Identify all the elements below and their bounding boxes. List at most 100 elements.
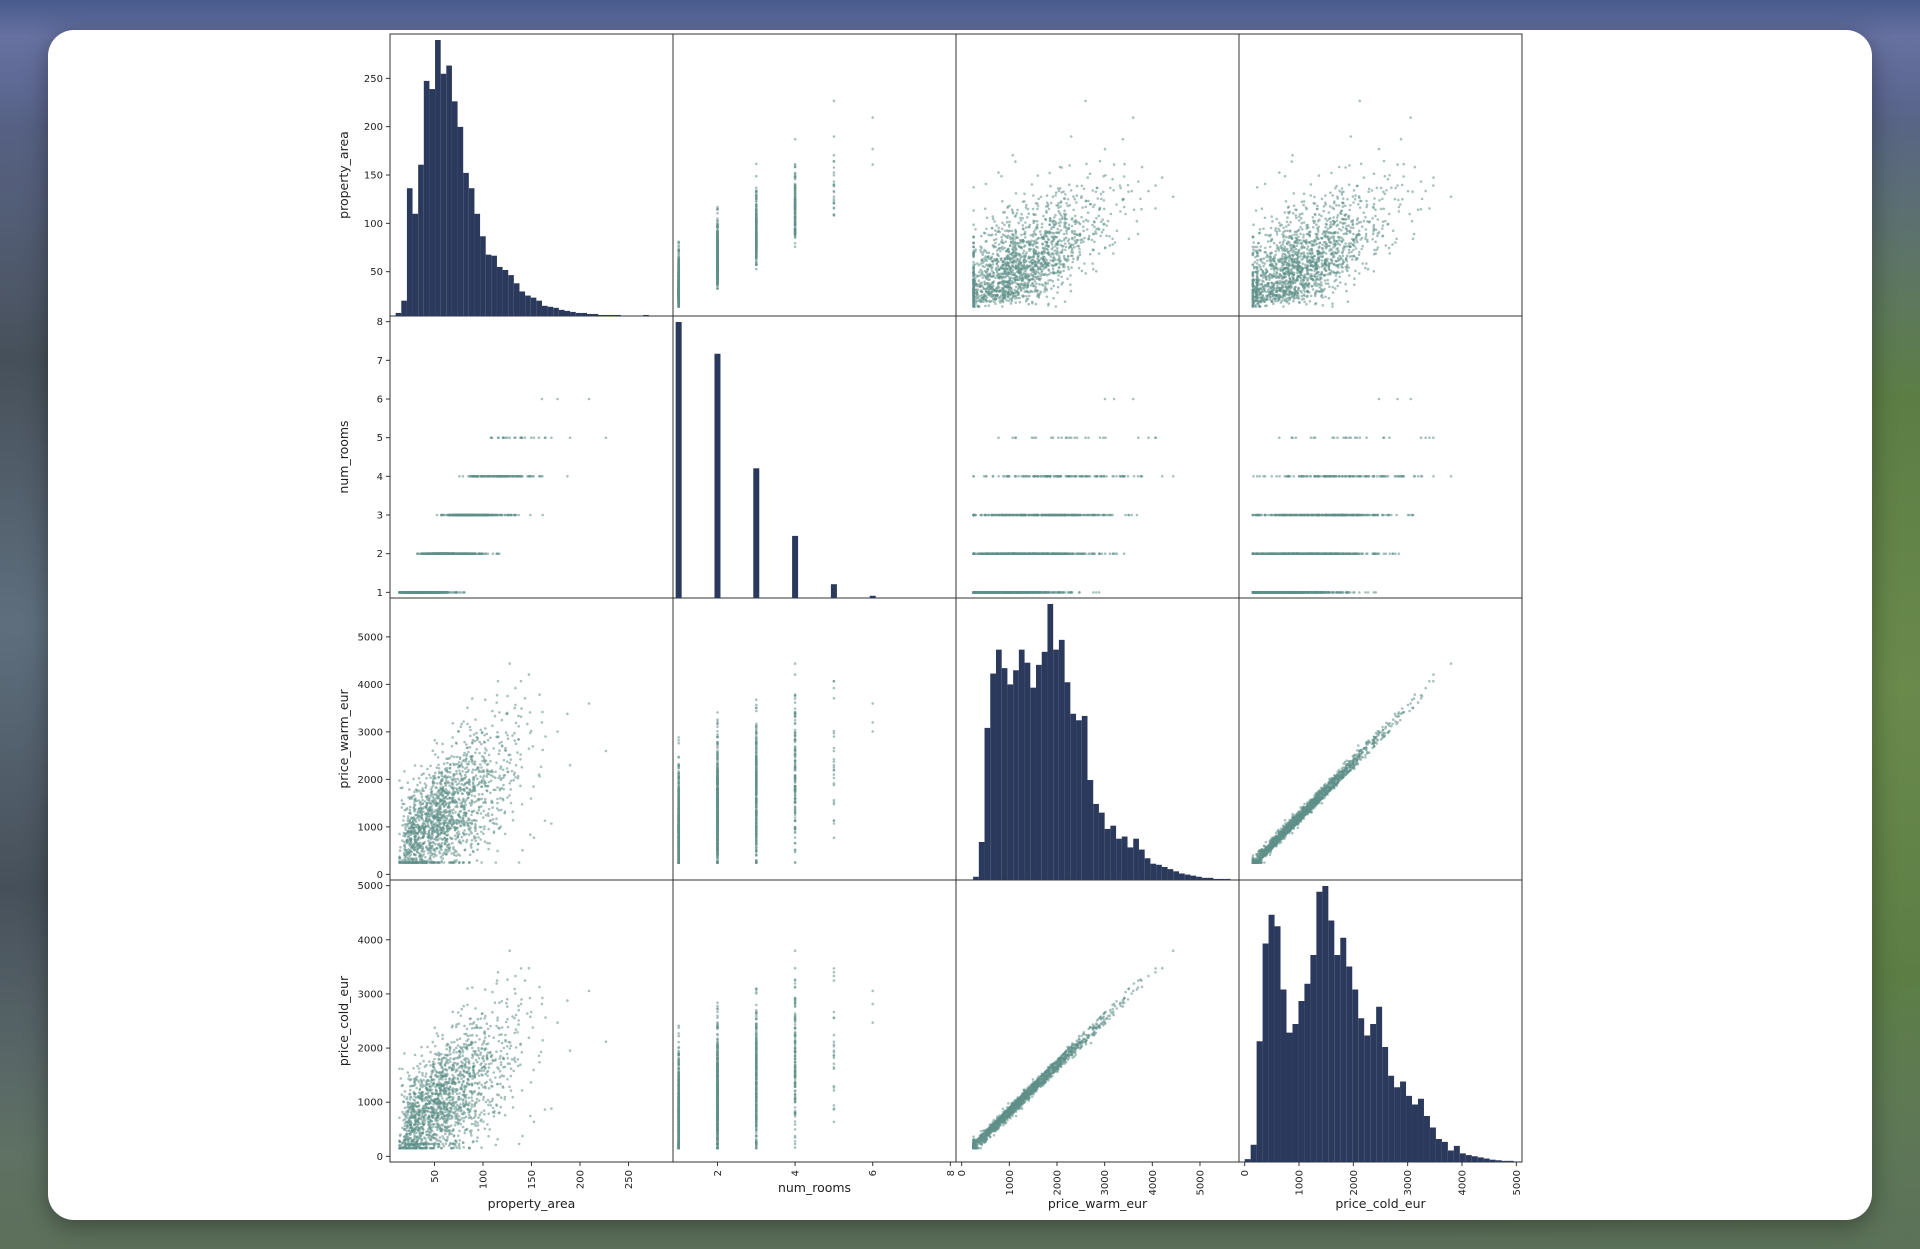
scatter-point: [755, 225, 758, 229]
scatter-point: [1360, 225, 1364, 228]
scatter-point: [1394, 186, 1397, 190]
scatter-point: [997, 243, 1001, 246]
scatter-point: [1072, 195, 1075, 198]
scatter-point: [1295, 271, 1299, 274]
scatter-point: [1012, 273, 1015, 277]
scatter-point: [1297, 228, 1301, 232]
scatter-point: [677, 292, 680, 296]
scatter-point: [1300, 252, 1304, 255]
scatter-point: [1326, 282, 1330, 285]
scatter-point: [1039, 274, 1042, 278]
scatter-point: [1295, 230, 1298, 233]
scatter-point: [1032, 265, 1035, 269]
scatter-point: [1024, 226, 1028, 229]
scatter-point: [1295, 233, 1298, 236]
scatter-point: [793, 172, 797, 175]
scatter-point: [1026, 282, 1029, 285]
scatter-point: [1050, 247, 1053, 251]
scatter-point: [1339, 235, 1342, 239]
chart-card: 50 100 150 200 250 property_area 1 2 3 4 5 6 7 8 num_r…: [48, 30, 1872, 1220]
scatter-point: [1275, 290, 1279, 293]
histogram-bar: [603, 314, 610, 316]
scatter-point: [1251, 270, 1255, 274]
scatter-point: [1092, 220, 1096, 223]
scatter-point: [1297, 288, 1300, 292]
scatter-point: [1323, 287, 1326, 291]
scatter-point: [1064, 193, 1067, 196]
scatter-point: [1383, 174, 1387, 178]
scatter-point: [1065, 258, 1068, 261]
scatter-point: [1031, 233, 1035, 236]
scatter-point: [1001, 283, 1005, 286]
scatter-point: [1056, 278, 1060, 281]
scatter-point: [1087, 199, 1090, 203]
scatter-point: [1006, 261, 1010, 265]
histogram-bar: [457, 126, 464, 316]
scatter-point: [1010, 299, 1013, 303]
scatter-point: [1095, 217, 1098, 220]
scatter-point: [755, 237, 758, 240]
scatter-point: [973, 295, 976, 298]
scatter-point: [1372, 223, 1376, 227]
scatter-point: [1009, 292, 1013, 296]
scatter-point: [1039, 290, 1043, 294]
scatter-point: [1313, 202, 1317, 205]
scatter-point: [972, 304, 975, 307]
scatter-point: [1118, 184, 1122, 187]
scatter-point: [1025, 203, 1028, 207]
scatter-point: [1014, 160, 1017, 163]
scatter-point: [1351, 219, 1354, 222]
scatter-point: [1025, 277, 1029, 280]
scatter-point: [1011, 251, 1015, 254]
scatter-point: [1031, 282, 1034, 285]
scatter-point: [1108, 244, 1112, 247]
scatter-point: [1063, 256, 1066, 260]
scatter-point: [983, 207, 987, 210]
scatter-point: [1381, 227, 1384, 230]
scatter-point: [1100, 230, 1104, 234]
scatter-point: [1331, 302, 1334, 306]
scatter-point: [1016, 290, 1019, 294]
scatter-point: [1411, 190, 1414, 193]
scatter-point: [1303, 255, 1307, 258]
scatter-point: [1255, 245, 1259, 249]
scatter-point: [1005, 264, 1008, 267]
histogram-bar: [587, 313, 593, 316]
scatter-point: [1111, 237, 1114, 241]
scatter-point: [1109, 186, 1112, 190]
scatter-point: [1287, 259, 1291, 262]
scatter-point: [1069, 283, 1072, 286]
scatter-point: [985, 270, 988, 274]
panel-property_area-vs-num_rooms: [672, 33, 957, 317]
scatter-point: [1014, 232, 1017, 236]
scatter-point: [1002, 290, 1005, 293]
scatter-point: [1313, 284, 1317, 287]
scatter-point: [677, 268, 680, 271]
scatter-point: [1007, 272, 1011, 275]
scatter-point: [1065, 232, 1068, 235]
scatter-point: [1309, 264, 1312, 267]
scatter-point: [1021, 224, 1025, 227]
scatter-point: [832, 199, 836, 203]
scatter-point: [1335, 224, 1338, 227]
scatter-point: [972, 275, 975, 279]
scatter-point: [1295, 216, 1298, 220]
scatter-point: [716, 265, 719, 268]
scatter-point: [1347, 274, 1351, 277]
scatter-point: [1052, 253, 1055, 256]
scatter-point: [1262, 264, 1265, 268]
scatter-point: [1320, 259, 1324, 262]
scatter-point: [677, 288, 680, 292]
scatter-point: [1076, 258, 1079, 261]
scatter-point: [1045, 295, 1049, 299]
scatter-point: [1262, 257, 1266, 260]
scatter-point: [1340, 193, 1344, 196]
scatter-point: [1024, 236, 1027, 239]
scatter-point: [1046, 244, 1049, 248]
scatter-point: [1057, 258, 1060, 262]
scatter-point: [1045, 209, 1048, 213]
scatter-point: [1336, 231, 1340, 234]
scatter-point: [1310, 269, 1314, 272]
scatter-point: [716, 262, 719, 265]
scatter-point: [1137, 180, 1140, 183]
